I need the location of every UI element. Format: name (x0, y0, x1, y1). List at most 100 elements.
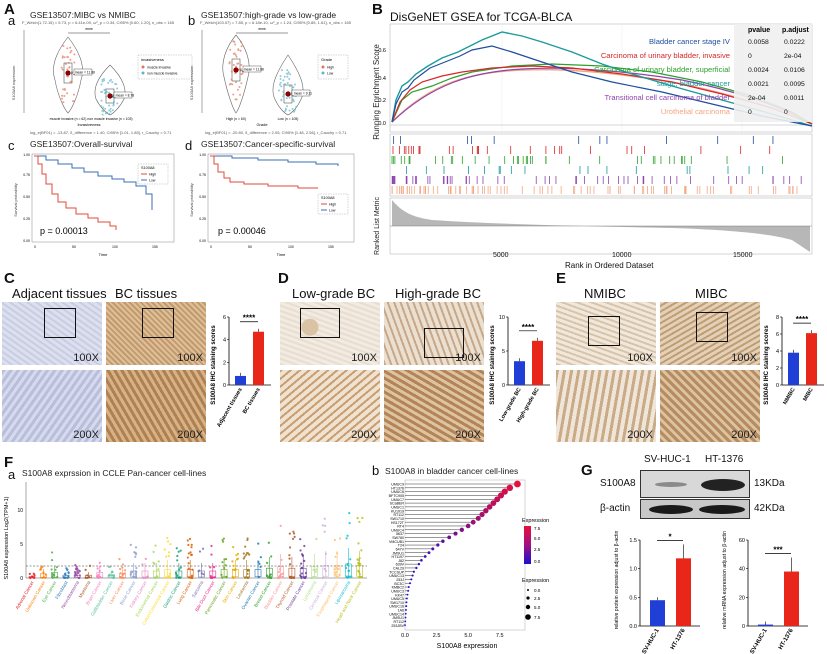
panel-f-a-dot (169, 542, 172, 546)
panel-f-a-dot (187, 552, 190, 555)
panel-g-mrna-ytick-label: 60 (739, 538, 745, 544)
panel-a-d-legend-high: High (329, 203, 336, 207)
panel-a-d-title: GSE13507:Cancer-specific-survival (201, 139, 336, 149)
panel-f-a-dot (277, 570, 280, 574)
panel-c-bar-0 (235, 375, 246, 385)
panel-f-b-cell-34: UMUC14 (389, 612, 404, 616)
panel-a-a-nonmuscle-dot (101, 113, 104, 116)
panel-a-a-ylabel: S100A8 expression (11, 66, 16, 101)
panel-g-blot1-label: S100A8 (600, 478, 636, 489)
panel-f-a-box (288, 567, 296, 577)
panel-f-a-dot (291, 537, 295, 540)
panel-f-b-dot-35 (404, 616, 407, 619)
panel-b-ylabel-bottom: Ranked List Metric (374, 197, 381, 255)
panel-a-b-low-dot (282, 93, 285, 96)
panel-a-a-muscle-dot (66, 92, 69, 95)
panel-a-a-muscle-dot (63, 95, 66, 98)
panel-a-a-title: GSE13507:MIBC vs NMIBC (30, 10, 136, 20)
panel-f-b-dot-10 (470, 519, 476, 525)
panel-f-a-box (299, 567, 307, 577)
panel-a-a-muscle-dot (72, 93, 75, 96)
panel-a-a-sig: **** (85, 28, 93, 34)
svg-text:50: 50 (72, 245, 76, 249)
panel-f-a-dot (210, 553, 213, 556)
panel-f-a-dot (334, 573, 337, 576)
panel-g-protein-bar-1 (676, 558, 691, 626)
panel-f-a-dot (357, 542, 360, 545)
panel-a-c-curve-low (34, 155, 153, 210)
panel-f-a-dot (321, 524, 324, 527)
svg-text:150: 150 (328, 245, 334, 249)
svg-text:150: 150 (152, 245, 158, 249)
panel-f-a-dot (165, 555, 168, 558)
panel-f-a-dot (121, 566, 124, 569)
panel-a-a-stats: F_Welch(1,72.15) = 5.73, p = 6.41e-09, ω… (22, 20, 175, 25)
svg-text:0.50: 0.50 (199, 195, 206, 199)
panel-a-a-nonmuscle-dot (107, 91, 110, 94)
panel-f-a-dot (190, 553, 193, 556)
panel-a-b-high-dot (232, 52, 235, 55)
panel-f-a-dot (167, 554, 170, 558)
panel-b-title: DisGeNET GSEA for TCGA-BLCA (390, 10, 573, 24)
panel-f-a-dot (157, 560, 160, 563)
panel-b-term-0: Bladder cancer stage IV (649, 37, 731, 46)
panel-f-a-dot (345, 537, 348, 540)
panel-a-sub-a: a (8, 13, 16, 28)
panel-f-a-dot (338, 537, 342, 540)
svg-text:1.00: 1.00 (199, 153, 206, 157)
panel-f-a-dot (299, 538, 302, 541)
panel-f-b-dot-31 (405, 601, 408, 604)
panel-g-mrna-bar-1 (784, 571, 799, 626)
panel-f-a-dot (303, 544, 306, 548)
panel-f-a-dot (349, 558, 352, 561)
panel-d-ytick-label: 0 (502, 383, 505, 389)
panel-a-a-legend-2: non muscle invasive (147, 72, 178, 76)
panel-c-cat-1: BC tissues (242, 387, 262, 415)
panel-f-a-dot (130, 570, 134, 573)
panel-f-a-dot (187, 567, 190, 570)
panel-f-a-dot (288, 557, 291, 560)
panel-f-b-dot-26 (409, 582, 412, 585)
panel-f-b-cell-33: 1A6 (398, 609, 404, 613)
svg-text:0: 0 (34, 245, 36, 249)
panel-e-ihc-nmibc-100x: 100X (556, 302, 656, 365)
panel-f-a-dot (334, 568, 337, 571)
panel-a-b-low-dot (292, 100, 295, 103)
panel-f-a-dot (153, 562, 156, 566)
panel-g-label: G (581, 462, 593, 479)
panel-a-b-low-dot (286, 69, 289, 72)
panel-a-b-violin-plot: S100A8 expression **** μ_mean = 11.88 μ_… (189, 28, 349, 127)
panel-f-a-box (175, 570, 183, 578)
panel-a-a-nonmuscle-dot (102, 110, 105, 113)
panel-c-ihc-bc-200x: 200X (106, 370, 206, 442)
panel-a-a-mean1-dot (65, 70, 71, 76)
panel-a-a-muscle-dot (70, 80, 73, 83)
panel-f-a-dot (223, 558, 226, 561)
panel-f-a-dot (190, 546, 193, 549)
panel-g-mrna-ylabel: relative mRNA expression adjust to β-act… (722, 531, 728, 629)
panel-f-a-dot (322, 576, 325, 579)
panel-c-title-1: Adjacent tissues (12, 286, 107, 301)
panel-f-a-dot (279, 524, 282, 527)
panel-f-b-xlabel: S100A8 expression (437, 643, 498, 650)
panel-g-mrna-ytick-label: 0 (742, 624, 745, 630)
panel-a-a-muscle-dot (63, 56, 66, 59)
panel-f-a-dot (118, 558, 121, 561)
panel-f-a-dot (84, 568, 87, 571)
panel-f-a-dot (123, 569, 127, 572)
panel-f-a-dot (267, 576, 270, 579)
panel-f-a-dot (209, 566, 212, 569)
panel-f-b-dot-15 (441, 539, 445, 543)
panel-b-gsea-plot: Running Enrichment Score 0.6 0.4 0.2 0.0… (372, 23, 813, 255)
panel-f-a-box (322, 565, 330, 577)
panel-f-a-dot (357, 559, 360, 562)
panel-a-a-muscle-dot (72, 100, 75, 103)
panel-f-a-dot (246, 537, 249, 540)
panel-f-b-dot-23 (412, 570, 415, 573)
panel-f-a-dot (109, 565, 112, 568)
panel-f-a-box (28, 576, 36, 579)
panel-a-b-high-dot (236, 88, 239, 91)
svg-text:0.25: 0.25 (199, 217, 206, 221)
panel-f-a-dot (357, 561, 360, 565)
panel-f-a-box (333, 565, 341, 577)
